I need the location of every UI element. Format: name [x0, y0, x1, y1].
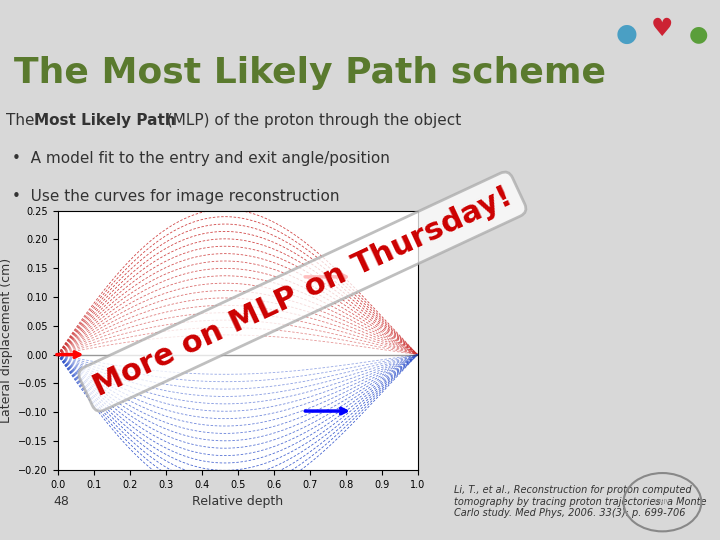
Text: The Most Likely Path scheme: The Most Likely Path scheme [14, 56, 606, 90]
Text: ●: ● [616, 22, 637, 46]
Text: •  A model fit to the entry and exit angle/position: • A model fit to the entry and exit angl… [12, 151, 390, 166]
X-axis label: Relative depth: Relative depth [192, 495, 283, 508]
Text: Most Likely Path: Most Likely Path [34, 113, 176, 129]
Text: UNIV: UNIV [654, 499, 671, 505]
Text: •  Use the curves for image reconstruction: • Use the curves for image reconstructio… [12, 189, 340, 204]
Text: More on MLP on Thursday!: More on MLP on Thursday! [89, 181, 516, 402]
Text: 48: 48 [53, 495, 69, 508]
Text: ♥: ♥ [651, 17, 674, 41]
Y-axis label: Lateral displacement (cm): Lateral displacement (cm) [0, 258, 13, 423]
Text: (MLP) of the proton through the object: (MLP) of the proton through the object [162, 113, 462, 129]
Text: The: The [6, 113, 40, 129]
Text: ●: ● [689, 24, 708, 44]
Text: Li, T., et al., Reconstruction for proton computed
tomography by tracing proton : Li, T., et al., Reconstruction for proto… [454, 485, 706, 518]
